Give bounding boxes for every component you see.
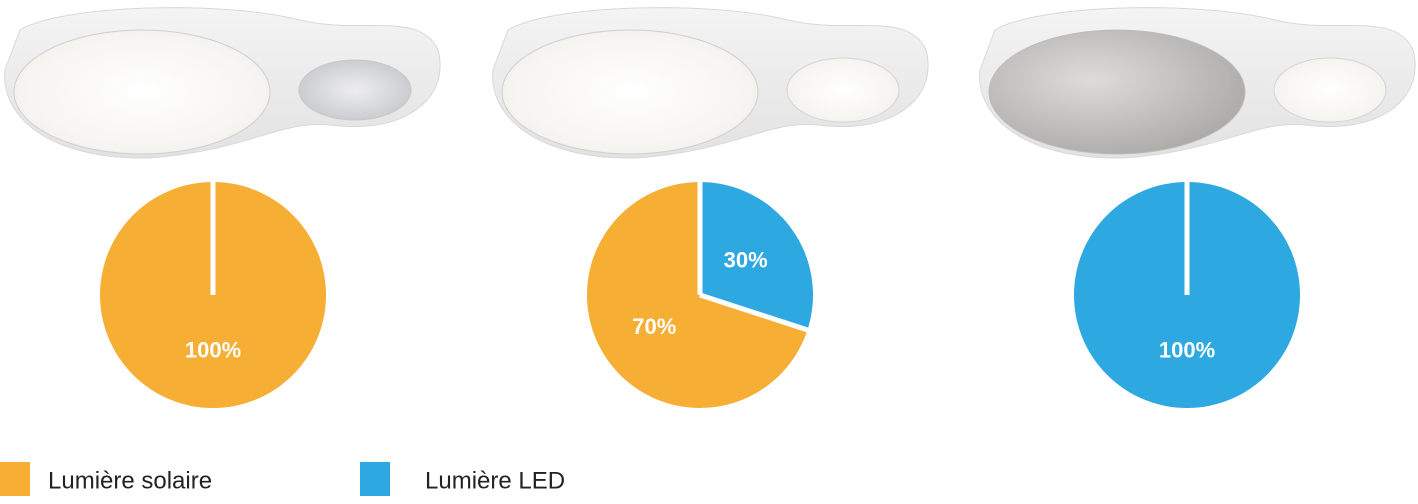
pies: 100% 70% 30% 100% [100, 181, 1300, 408]
lamp [979, 7, 1416, 159]
legend-label: Lumière LED [425, 467, 565, 494]
legend-label: Lumière solaire [48, 467, 212, 494]
pie-slice [700, 182, 813, 330]
value-label: 30% [724, 248, 768, 273]
lamp [4, 7, 441, 159]
value-label: 100% [185, 337, 241, 362]
slice-separator [699, 292, 810, 333]
value-label: 100% [1159, 337, 1215, 362]
legend-swatch [360, 462, 390, 496]
pie-slice [587, 182, 808, 408]
lamp [492, 7, 929, 159]
value-label: 70% [632, 314, 676, 339]
legend-swatch [0, 462, 30, 496]
